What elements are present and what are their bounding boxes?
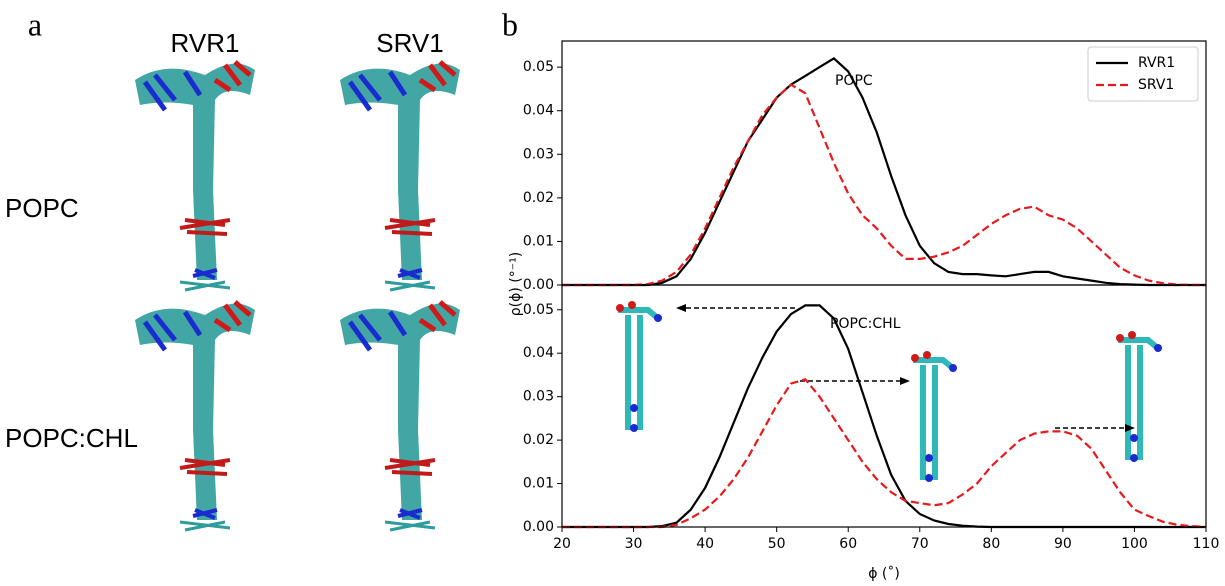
x-tick-label: 60 bbox=[839, 536, 857, 552]
x-tick-label: 40 bbox=[696, 536, 714, 552]
y-axis-label: ρ(ϕ) (°⁻¹) bbox=[508, 252, 524, 316]
x-axis-label: ϕ (˚) bbox=[868, 565, 900, 582]
y-tick-label: 0.05 bbox=[523, 302, 554, 318]
y-tick-label: 0.04 bbox=[523, 103, 554, 119]
y-tick-label: 0.02 bbox=[523, 432, 554, 448]
y-tick-label: 0.00 bbox=[523, 519, 554, 535]
series-line bbox=[562, 304, 1206, 529]
y-tick-label: 0.03 bbox=[523, 146, 554, 162]
panel-label: b bbox=[502, 6, 518, 42]
x-tick-label: 20 bbox=[553, 536, 571, 552]
molecule bbox=[340, 302, 460, 530]
legend-label: RVR1 bbox=[1138, 55, 1175, 71]
molecule bbox=[135, 302, 255, 530]
arrowheads bbox=[676, 304, 1135, 432]
plot-frame bbox=[561, 284, 1207, 528]
x-tick-label: 70 bbox=[911, 536, 929, 552]
x-tick-label: 30 bbox=[625, 536, 643, 552]
y-tick-label: 0.01 bbox=[523, 476, 554, 492]
legend-label: SRV1 bbox=[1138, 77, 1174, 93]
series-line bbox=[562, 57, 1206, 287]
x-tick-label: 100 bbox=[1121, 536, 1148, 552]
y-tick-label: 0.02 bbox=[523, 190, 554, 206]
molecule-inset bbox=[1116, 331, 1162, 462]
y-tick-label: 0.01 bbox=[523, 233, 554, 249]
legend-box bbox=[1087, 46, 1199, 102]
x-tick-label: 50 bbox=[768, 536, 786, 552]
y-tick-label: 0.03 bbox=[523, 389, 554, 405]
panel-label: a bbox=[28, 6, 42, 42]
x-tick-label: 110 bbox=[1193, 536, 1220, 552]
y-tick-label: 0.05 bbox=[523, 59, 554, 75]
x-tick-label: 90 bbox=[1054, 536, 1072, 552]
molecule-inset bbox=[911, 351, 957, 482]
molecule bbox=[340, 62, 460, 290]
annotation: POPC bbox=[835, 73, 873, 89]
y-tick-label: 0.04 bbox=[523, 345, 554, 361]
y-tick-label: 0.00 bbox=[523, 277, 554, 293]
row-label: POPC bbox=[5, 193, 79, 223]
row-label: POPC:CHL bbox=[5, 423, 138, 453]
x-tick-label: 80 bbox=[982, 536, 1000, 552]
column-label: RVR1 bbox=[171, 28, 240, 58]
annotation: POPC:CHL bbox=[830, 316, 901, 332]
molecule-inset bbox=[616, 301, 662, 432]
arrows bbox=[680, 307, 1130, 429]
molecule bbox=[135, 62, 255, 290]
series-line bbox=[562, 83, 1206, 287]
column-label: SRV1 bbox=[376, 28, 443, 58]
series-line bbox=[562, 378, 1207, 529]
